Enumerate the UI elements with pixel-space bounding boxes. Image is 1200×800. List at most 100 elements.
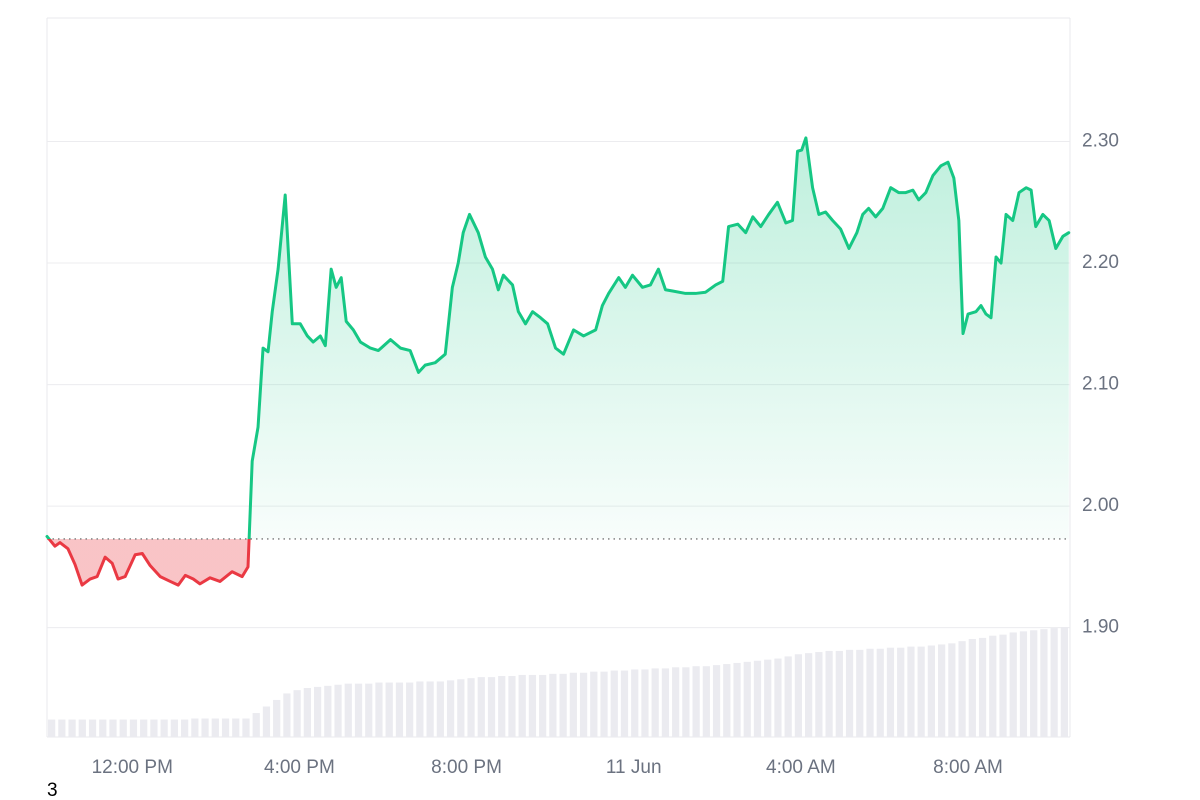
volume-bar xyxy=(232,718,240,737)
volume-bar xyxy=(917,646,925,737)
volume-bar xyxy=(344,683,352,737)
volume-bar xyxy=(201,718,209,737)
volume-bar xyxy=(835,650,843,737)
volume-bar xyxy=(354,683,363,737)
volume-bar xyxy=(487,677,496,737)
volume-bar xyxy=(784,656,792,737)
volume-bar xyxy=(406,682,414,737)
volume-bar xyxy=(753,660,762,737)
volume-bar xyxy=(559,673,567,737)
volume-bar xyxy=(825,650,833,737)
volume-bar xyxy=(610,670,618,737)
volume-bar xyxy=(78,719,86,737)
price-area xyxy=(47,137,1069,586)
volume-bar xyxy=(590,671,598,737)
volume-bar xyxy=(211,718,219,737)
volume-bar xyxy=(170,719,178,737)
volume-bar xyxy=(999,634,1007,737)
volume-bar xyxy=(600,671,608,737)
volume-bar xyxy=(569,672,577,737)
volume-bar xyxy=(150,719,158,737)
volume-bar xyxy=(968,638,976,737)
volume-bar xyxy=(273,699,281,737)
volume-bar xyxy=(262,706,271,737)
volume-bar xyxy=(109,719,117,737)
y-tick-label: 2.10 xyxy=(1082,374,1119,395)
volume-bar xyxy=(774,658,782,737)
volume-bar xyxy=(508,676,516,737)
volume-bar xyxy=(303,687,311,737)
volume-bar xyxy=(682,667,690,737)
volume-bar xyxy=(416,681,424,737)
volume-bar xyxy=(1040,629,1048,737)
x-tick-label: 4:00 AM xyxy=(766,757,836,778)
volume-bar xyxy=(385,682,393,737)
volume-bar xyxy=(989,635,997,737)
volume-bar xyxy=(897,647,905,737)
volume-bar xyxy=(620,670,629,737)
volume-bar xyxy=(99,719,107,737)
volume-bar xyxy=(539,674,547,737)
volume-bar xyxy=(129,719,138,737)
x-tick-label: 8:00 AM xyxy=(933,757,1003,778)
volume-bar xyxy=(712,665,721,737)
volume-bar xyxy=(518,674,526,737)
y-tick-label: 2.20 xyxy=(1082,252,1119,273)
volume-bar xyxy=(723,664,731,737)
volume-bar xyxy=(283,693,291,737)
y-tick-label: 2.30 xyxy=(1082,131,1119,152)
volume-bar xyxy=(876,648,884,737)
volume-bar xyxy=(221,718,230,737)
volume-bar xyxy=(467,678,475,737)
volume-bar xyxy=(631,669,639,737)
volume-bar xyxy=(549,673,557,737)
volume-bar xyxy=(978,637,987,737)
x-tick-label: 11 Jun xyxy=(606,757,662,778)
volume-bar xyxy=(180,719,189,737)
volume-bar xyxy=(334,684,342,737)
volume-bar xyxy=(579,672,588,737)
volume-bar xyxy=(794,654,803,737)
volume-bar xyxy=(88,719,97,737)
price-line xyxy=(45,136,1071,587)
volume-bar xyxy=(375,682,383,737)
volume-bar xyxy=(692,666,700,737)
volume-bar xyxy=(191,718,199,737)
volume-bar xyxy=(866,648,874,737)
volume-bar xyxy=(498,676,506,737)
volume-bar xyxy=(733,662,741,737)
volume-bar xyxy=(365,683,373,737)
volume-bar xyxy=(805,653,813,737)
volume-bar xyxy=(948,643,956,737)
volume-bar xyxy=(395,682,404,737)
volume-bar xyxy=(907,646,915,737)
volume-bar xyxy=(938,644,946,737)
y-tick-label: 1.90 xyxy=(1082,617,1119,638)
volume-bar xyxy=(252,713,260,737)
volume-bar xyxy=(1060,627,1068,737)
volume-bar xyxy=(743,661,751,737)
volume-bar xyxy=(528,674,537,737)
footnote: 3 xyxy=(47,780,58,800)
volume-bar xyxy=(436,681,444,737)
volume-bar xyxy=(293,690,301,737)
volume-bar xyxy=(958,641,966,737)
volume-bar xyxy=(119,719,127,737)
x-tick-label: 12:00 PM xyxy=(92,757,173,778)
volume-bar xyxy=(1030,630,1038,737)
volume-bar xyxy=(927,645,936,737)
volume-bar xyxy=(641,669,649,737)
volume-bar xyxy=(1050,628,1058,737)
volume-bar xyxy=(313,686,322,737)
volume-bar xyxy=(48,719,56,737)
volume-bar xyxy=(886,647,895,737)
volume-bar xyxy=(58,719,66,737)
volume-bar xyxy=(672,667,680,737)
volume-bar xyxy=(477,677,485,737)
volume-bar xyxy=(661,668,670,737)
x-tick-label: 4:00 PM xyxy=(264,757,335,778)
volume-bar xyxy=(457,679,465,737)
volume-bar xyxy=(1019,631,1028,737)
volume-bar xyxy=(140,719,148,737)
